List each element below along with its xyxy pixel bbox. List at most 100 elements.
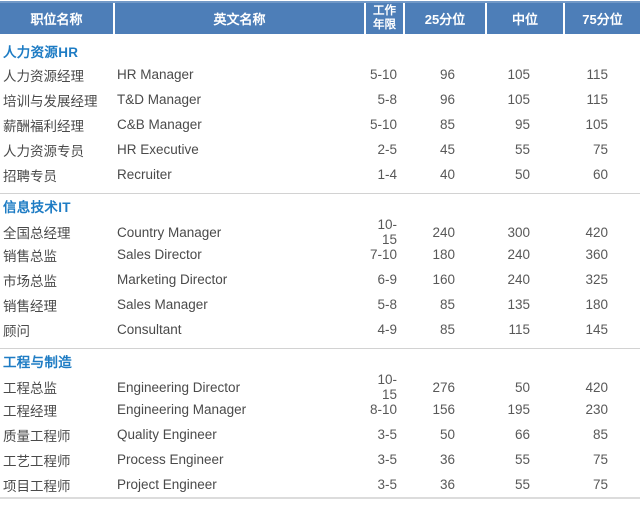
cell-english-name: HR Executive [117,142,199,157]
header-english-name: 英文名称 [113,3,364,34]
cell-position: 人力资源专员 [3,143,84,159]
cell-p25: 276 [432,379,455,395]
table-row: 市场总监 Marketing Director 6-9 160 240 325 [0,267,640,292]
table-row: 人力资源专员 HR Executive 2-5 45 55 75 [0,137,640,162]
cell-p25: 45 [439,142,455,157]
cell-median: 55 [514,452,530,467]
cell-median: 66 [514,427,530,442]
cell-p75: 85 [592,427,608,442]
table-row: 全国总经理 Country Manager 10-15 240 300 420 [0,217,640,247]
header-median: 中位 [485,3,563,34]
cell-years: 10-15 [377,217,397,247]
cell-median: 300 [507,224,530,240]
cell-p75: 420 [585,379,608,395]
table-body: 人力资源HR 人力资源经理 HR Manager 5-10 96 105 115 培训与发展经… [0,40,640,499]
cell-p75: 105 [585,117,608,132]
cell-p75: 145 [585,322,608,337]
cell-english-name: HR Manager [117,67,194,82]
cell-years: 3-5 [377,452,397,467]
cell-median: 115 [508,322,530,337]
table-row: 工程经理 Engineering Manager 8-10 156 195 230 [0,397,640,422]
cell-position: 工程总监 [3,381,57,396]
cell-p25: 180 [432,247,455,262]
header-position-name: 职位名称 [30,12,83,27]
table-row: 质量工程师 Quality Engineer 3-5 50 66 85 [0,422,640,447]
cell-p25: 96 [439,92,455,107]
table-row: 顾问 Consultant 4-9 85 115 145 [0,317,640,342]
cell-position: 市场总监 [3,273,57,289]
cell-p75: 230 [585,402,608,417]
cell-p75: 60 [592,167,608,182]
cell-p75: 115 [586,92,608,107]
cell-p75: 75 [592,477,608,492]
cell-years: 1-4 [377,167,397,182]
cell-median: 50 [514,167,530,182]
cell-p75: 75 [592,142,608,157]
header-work-years-line2: 年限 [373,18,396,31]
cell-years: 5-10 [369,67,397,82]
cell-years: 3-5 [377,427,397,442]
cell-english-name: T&D Manager [117,92,202,107]
cell-position: 招聘专员 [3,168,57,184]
cell-p75: 180 [585,297,608,312]
cell-median: 55 [514,477,530,492]
cell-p25: 36 [439,452,455,467]
cell-english-name: Consultant [117,322,182,337]
cell-english-name: Engineering Director [117,379,241,395]
table-row: 招聘专员 Recruiter 1-4 40 50 60 [0,162,640,187]
cell-position: 销售经理 [3,298,57,314]
cell-median: 195 [507,402,530,417]
header-work-years-line1: 工作 [373,4,396,17]
table-row: 销售经理 Sales Manager 5-8 85 135 180 [0,292,640,317]
cell-english-name: Country Manager [117,224,222,240]
cell-position: 工程经理 [3,403,57,419]
section-title: 信息技术IT [3,200,71,215]
cell-years: 5-10 [369,117,397,132]
table-row: 工程总监 Engineering Director 10-15 276 50 420 [0,372,640,402]
cell-position: 人力资源经理 [3,68,84,84]
cell-position: 项目工程师 [3,478,71,494]
cell-p25: 85 [439,322,455,337]
table-row: 工艺工程师 Process Engineer 3-5 36 55 75 [0,447,640,472]
cell-p25: 40 [439,167,455,182]
cell-years: 2-5 [377,142,397,157]
cell-p25: 85 [439,117,455,132]
cell-english-name: Sales Director [117,247,202,262]
cell-years: 10-15 [377,372,397,402]
header-p25: 25分位 [403,3,485,34]
cell-english-name: Process Engineer [117,452,224,467]
cell-position: 工艺工程师 [3,453,71,469]
table-row: 销售总监 Sales Director 7-10 180 240 360 [0,242,640,267]
cell-median: 55 [514,142,530,157]
cell-p25: 85 [439,297,455,312]
cell-english-name: Quality Engineer [117,427,217,442]
cell-english-name: Sales Manager [117,297,208,312]
cell-p25: 96 [439,67,455,82]
cell-p75: 325 [585,272,608,287]
cell-median: 95 [514,117,530,132]
cell-position: 销售总监 [3,248,57,264]
cell-english-name: Marketing Director [117,272,228,287]
section-title: 人力资源HR [3,45,79,60]
cell-p25: 36 [439,477,455,492]
cell-position: 薪酬福利经理 [3,118,84,134]
cell-p75: 75 [592,452,608,467]
table-section: 信息技术IT 全国总经理 Country Manager 10-15 240 300 420… [0,193,640,342]
cell-p25: 156 [432,402,455,417]
cell-position: 全国总经理 [3,226,71,241]
cell-english-name: Recruiter [117,167,172,182]
cell-p25: 50 [439,427,455,442]
cell-position: 质量工程师 [3,428,71,444]
cell-p25: 240 [432,224,455,240]
cell-median: 240 [507,272,530,287]
table-row: 人力资源经理 HR Manager 5-10 96 105 115 [0,62,640,87]
header-work-years: 工作 年限 [364,3,403,34]
cell-median: 105 [507,92,530,107]
table-header-row: 职位名称 英文名称 工作 年限 25分位 中位 75分位 [0,1,640,34]
cell-position: 顾问 [3,323,30,339]
cell-years: 7-10 [369,247,397,262]
cell-years: 5-8 [377,92,397,107]
cell-years: 4-9 [377,322,397,337]
cell-years: 5-8 [377,297,397,312]
